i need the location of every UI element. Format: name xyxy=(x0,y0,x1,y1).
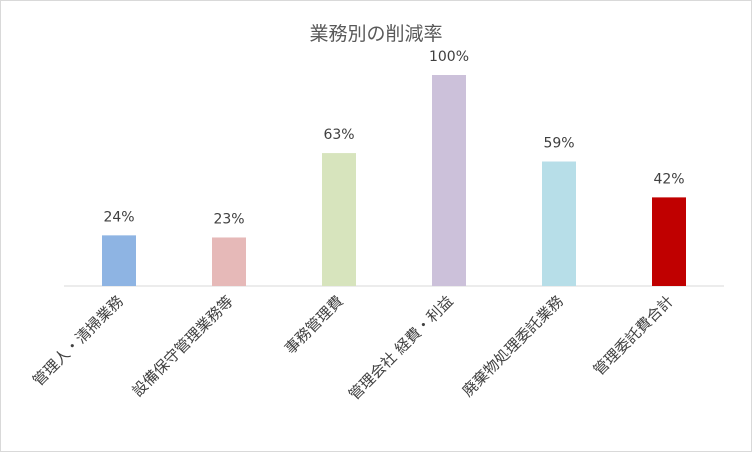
bar-2 xyxy=(322,153,356,286)
bar-0 xyxy=(102,235,136,286)
x-tick-label-2: 事務管理費 xyxy=(281,292,347,358)
bar-3 xyxy=(432,75,466,286)
data-label-2: 63% xyxy=(323,127,354,143)
data-label-1: 23% xyxy=(213,211,244,227)
chart-title: 業務別の削減率 xyxy=(309,23,442,45)
x-tick-label-1: 設備保守管理業務等 xyxy=(129,292,237,400)
data-label-0: 24% xyxy=(103,209,134,225)
data-label-4: 59% xyxy=(543,136,574,152)
x-tick-label-3: 管理会社 経費・利益 xyxy=(345,292,457,404)
bar-4 xyxy=(542,161,576,286)
data-label-3: 100% xyxy=(429,49,469,65)
x-tick-label-4: 廃棄物処理委託業務 xyxy=(459,292,567,400)
bar-1 xyxy=(212,237,246,286)
x-tick-label-5: 管理委託費合計 xyxy=(590,292,677,379)
x-tick-label-0: 管理人・清掃業務 xyxy=(29,292,127,390)
data-label-5: 42% xyxy=(653,171,684,187)
bar-5 xyxy=(652,197,686,286)
